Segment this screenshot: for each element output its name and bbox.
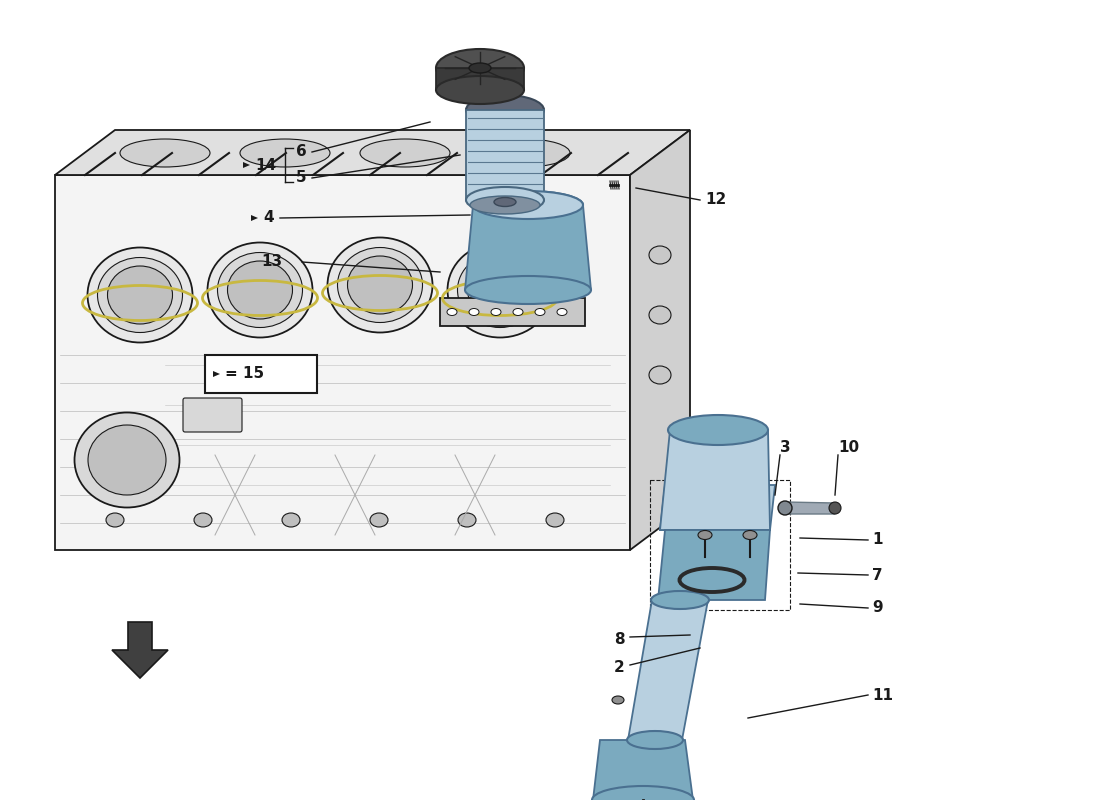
Text: 9: 9 (872, 601, 882, 615)
Ellipse shape (469, 63, 491, 73)
Ellipse shape (108, 266, 173, 324)
Polygon shape (213, 371, 220, 377)
Polygon shape (440, 298, 585, 326)
Text: 1: 1 (872, 533, 882, 547)
Text: 10: 10 (838, 439, 859, 454)
Text: = 15: = 15 (226, 366, 264, 382)
Polygon shape (785, 502, 835, 514)
Ellipse shape (328, 238, 432, 333)
Text: 5: 5 (296, 170, 307, 186)
Ellipse shape (592, 786, 694, 800)
Polygon shape (466, 110, 544, 200)
Text: 14: 14 (255, 158, 276, 173)
Ellipse shape (106, 513, 124, 527)
Polygon shape (660, 430, 770, 530)
Ellipse shape (649, 366, 671, 384)
Ellipse shape (469, 309, 478, 315)
Polygon shape (55, 130, 690, 175)
Ellipse shape (458, 253, 542, 327)
Ellipse shape (778, 501, 792, 515)
FancyBboxPatch shape (183, 398, 242, 432)
Ellipse shape (75, 413, 179, 507)
Ellipse shape (348, 256, 412, 314)
Ellipse shape (447, 309, 456, 315)
Ellipse shape (513, 309, 522, 315)
Polygon shape (628, 600, 708, 740)
Ellipse shape (480, 139, 570, 167)
Ellipse shape (360, 139, 450, 167)
Text: 12: 12 (705, 193, 726, 207)
Ellipse shape (88, 425, 166, 495)
Ellipse shape (338, 247, 422, 322)
Ellipse shape (436, 76, 524, 104)
FancyBboxPatch shape (205, 355, 317, 393)
Polygon shape (658, 530, 770, 600)
Polygon shape (55, 175, 630, 550)
Text: 13: 13 (261, 254, 282, 270)
Ellipse shape (473, 191, 583, 219)
Ellipse shape (218, 253, 302, 327)
Polygon shape (630, 130, 690, 550)
Ellipse shape (649, 246, 671, 264)
Ellipse shape (465, 276, 591, 304)
Ellipse shape (466, 187, 544, 213)
Ellipse shape (470, 196, 540, 214)
Ellipse shape (208, 242, 312, 338)
Ellipse shape (535, 309, 544, 315)
Ellipse shape (649, 306, 671, 324)
Ellipse shape (698, 530, 712, 539)
Polygon shape (436, 68, 524, 90)
Ellipse shape (88, 247, 192, 342)
Text: 2: 2 (614, 661, 625, 675)
Ellipse shape (466, 95, 544, 125)
Text: a passion since 1985: a passion since 1985 (440, 448, 732, 536)
Ellipse shape (494, 198, 516, 206)
Ellipse shape (458, 513, 476, 527)
Ellipse shape (228, 261, 293, 319)
Polygon shape (251, 215, 258, 221)
Ellipse shape (491, 309, 501, 315)
Ellipse shape (370, 513, 388, 527)
Text: 3: 3 (780, 439, 791, 454)
Polygon shape (593, 740, 693, 800)
Text: 8: 8 (614, 633, 625, 647)
Ellipse shape (557, 309, 566, 315)
Ellipse shape (194, 513, 212, 527)
Ellipse shape (120, 139, 210, 167)
Ellipse shape (448, 242, 552, 338)
Text: 6: 6 (296, 145, 307, 159)
Ellipse shape (282, 513, 300, 527)
Polygon shape (243, 162, 250, 168)
Ellipse shape (546, 513, 564, 527)
Ellipse shape (627, 731, 683, 749)
Ellipse shape (742, 530, 757, 539)
Ellipse shape (651, 591, 710, 609)
Text: 11: 11 (872, 687, 893, 702)
Ellipse shape (468, 261, 532, 319)
Ellipse shape (98, 258, 183, 333)
Ellipse shape (668, 415, 768, 445)
Ellipse shape (829, 502, 842, 514)
Ellipse shape (240, 139, 330, 167)
Polygon shape (112, 622, 168, 678)
Polygon shape (660, 485, 776, 530)
Polygon shape (465, 205, 591, 290)
Ellipse shape (473, 191, 583, 219)
Text: europartes: europartes (100, 368, 686, 460)
Ellipse shape (612, 696, 624, 704)
Text: 4: 4 (263, 210, 274, 226)
Ellipse shape (436, 49, 524, 87)
Text: 7: 7 (872, 567, 882, 582)
